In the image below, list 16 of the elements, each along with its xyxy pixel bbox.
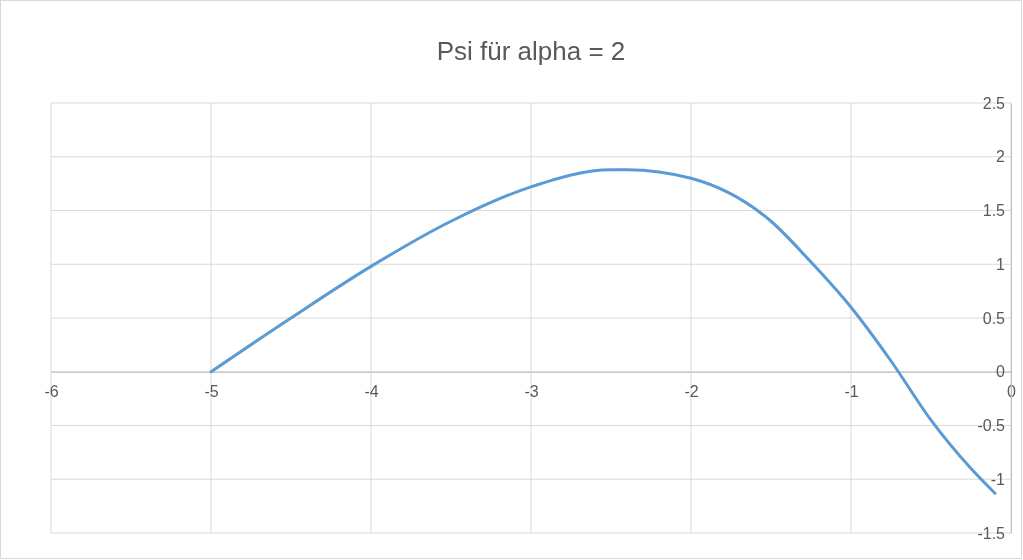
y-tick-label: 2.5: [982, 94, 1006, 112]
x-tick-label: -2: [684, 383, 699, 401]
y-tick-label: 1: [996, 255, 1006, 273]
x-tick-label: -5: [204, 383, 219, 401]
y-tick-label: -0.5: [977, 417, 1006, 435]
x-tick-label: -3: [524, 383, 539, 401]
x-tick-label: -4: [364, 383, 379, 401]
y-tick-label: 0: [996, 363, 1006, 381]
x-tick-label: -1: [844, 383, 859, 401]
y-tick-label: -1: [990, 470, 1006, 488]
x-tick-label: -6: [44, 383, 59, 401]
chart-title: Psi für alpha = 2: [436, 36, 626, 66]
y-tick-label: 1.5: [982, 202, 1006, 220]
y-tick-label: 0.5: [982, 309, 1006, 327]
y-tick-label: -1.5: [977, 524, 1006, 542]
y-tick-label: 2: [996, 148, 1006, 166]
